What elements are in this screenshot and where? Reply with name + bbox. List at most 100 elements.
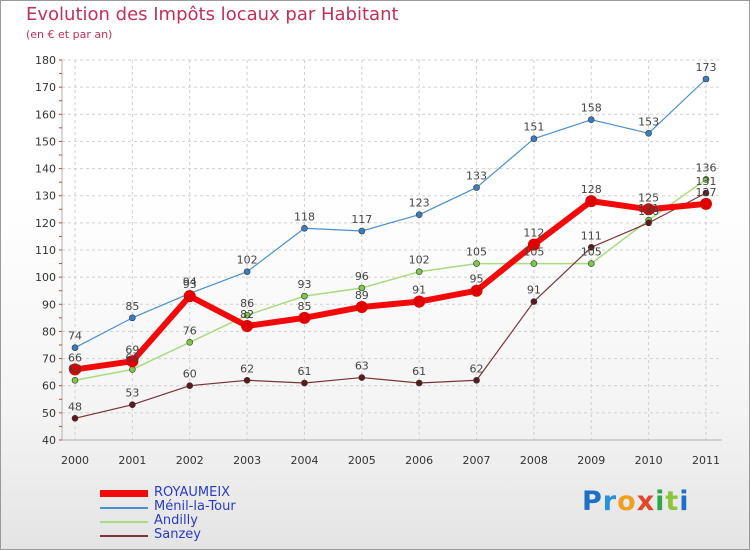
data-label-menil-la-tour: 153 bbox=[638, 115, 659, 128]
x-tick-label: 2004 bbox=[290, 454, 318, 467]
x-tick-label: 2006 bbox=[405, 454, 433, 467]
data-label-sanzey: 91 bbox=[527, 284, 541, 297]
series-line-royaumeix bbox=[72, 198, 709, 373]
y-tick-label: 40 bbox=[42, 434, 56, 447]
chart-subtitle: (en € et par an) bbox=[26, 28, 113, 41]
data-point-menil-la-tour bbox=[645, 129, 652, 137]
y-tick-label: 110 bbox=[35, 244, 56, 257]
series-line-menil-la-tour bbox=[74, 78, 707, 349]
data-point-sanzey bbox=[71, 414, 79, 422]
legend-swatch-andilly bbox=[100, 521, 148, 523]
data-label-menil-la-tour: 123 bbox=[409, 197, 430, 210]
data-label-sanzey: 61 bbox=[297, 365, 311, 378]
data-label-sanzey: 120 bbox=[638, 205, 659, 218]
data-label-andilly: 66 bbox=[125, 351, 139, 364]
y-tick-label: 160 bbox=[35, 108, 56, 121]
data-label-menil-la-tour: 94 bbox=[183, 275, 197, 288]
data-point-sanzey bbox=[358, 374, 366, 381]
y-tick-label: 170 bbox=[35, 81, 56, 94]
data-label-sanzey: 131 bbox=[696, 175, 717, 188]
legend-swatch-menil-la-tour bbox=[100, 507, 148, 509]
data-point-andilly bbox=[71, 376, 79, 384]
legend-label-royaumeix: ROYAUMEIX bbox=[154, 485, 231, 500]
x-tick-label: 2001 bbox=[118, 454, 146, 467]
data-point-menil-la-tour bbox=[358, 227, 366, 235]
data-label-sanzey: 60 bbox=[183, 368, 197, 381]
data-label-royaumeix: 112 bbox=[523, 227, 544, 240]
data-point-menil-la-tour bbox=[702, 75, 710, 83]
data-point-sanzey bbox=[415, 379, 423, 387]
data-point-andilly bbox=[186, 338, 194, 346]
data-label-royaumeix: 85 bbox=[297, 300, 311, 313]
y-tick-label: 60 bbox=[42, 380, 56, 393]
data-label-andilly: 96 bbox=[355, 270, 369, 283]
data-point-menil-la-tour bbox=[129, 314, 136, 322]
data-point-andilly bbox=[358, 284, 366, 292]
legend-swatch-sanzey bbox=[100, 535, 148, 537]
data-point-sanzey bbox=[702, 189, 710, 197]
legend-label-sanzey: Sanzey bbox=[154, 527, 201, 542]
data-point-menil-la-tour bbox=[71, 344, 79, 352]
data-point-andilly bbox=[415, 268, 423, 276]
data-point-andilly bbox=[129, 366, 136, 373]
legend-swatch-royaumeix bbox=[100, 490, 148, 497]
data-point-royaumeix bbox=[126, 355, 139, 368]
y-tick-label: 100 bbox=[35, 271, 56, 284]
data-point-royaumeix bbox=[642, 203, 655, 216]
x-tick-label: 2009 bbox=[577, 454, 605, 467]
data-point-sanzey bbox=[129, 401, 136, 409]
data-label-sanzey: 48 bbox=[68, 400, 82, 413]
y-tick-label: 150 bbox=[35, 135, 56, 148]
data-label-sanzey: 62 bbox=[470, 362, 484, 375]
legend-label-menil-la-tour: Ménil-la-Tour bbox=[154, 499, 236, 514]
data-point-sanzey bbox=[473, 376, 480, 384]
data-point-royaumeix bbox=[413, 295, 426, 308]
data-label-royaumeix: 66 bbox=[68, 351, 82, 364]
data-label-andilly: 93 bbox=[297, 278, 311, 291]
data-label-menil-la-tour: 173 bbox=[696, 61, 717, 74]
data-point-sanzey bbox=[186, 382, 194, 390]
data-point-menil-la-tour bbox=[415, 211, 423, 219]
chart-title: Evolution des Impôts locaux par Habitant bbox=[26, 4, 399, 25]
x-tick-label: 2003 bbox=[233, 454, 261, 467]
data-label-andilly: 62 bbox=[68, 362, 82, 375]
data-label-andilly: 86 bbox=[240, 297, 254, 310]
data-point-menil-la-tour bbox=[473, 184, 480, 191]
data-point-andilly bbox=[530, 260, 538, 267]
data-point-sanzey bbox=[243, 376, 251, 384]
data-label-andilly: 105 bbox=[466, 246, 487, 259]
x-tick-label: 2011 bbox=[692, 454, 720, 467]
data-label-andilly: 76 bbox=[183, 324, 197, 337]
data-label-sanzey: 63 bbox=[355, 360, 369, 373]
x-tick-label: 2008 bbox=[520, 454, 548, 467]
y-tick-label: 130 bbox=[35, 190, 56, 203]
data-point-royaumeix bbox=[183, 290, 196, 303]
data-point-royaumeix bbox=[700, 197, 712, 210]
data-label-royaumeix: 127 bbox=[696, 186, 717, 199]
data-point-royaumeix bbox=[241, 320, 254, 332]
data-label-royaumeix: 69 bbox=[125, 343, 139, 356]
data-label-menil-la-tour: 74 bbox=[68, 330, 82, 343]
series-line-andilly bbox=[74, 178, 707, 382]
y-tick-label: 180 bbox=[35, 54, 56, 67]
data-label-menil-la-tour: 117 bbox=[351, 213, 372, 226]
data-point-menil-la-tour bbox=[243, 268, 251, 276]
data-point-menil-la-tour bbox=[301, 224, 308, 232]
y-tick-label: 90 bbox=[42, 298, 56, 311]
data-point-menil-la-tour bbox=[530, 135, 538, 143]
data-label-royaumeix: 93 bbox=[183, 278, 197, 291]
data-point-andilly bbox=[301, 292, 308, 300]
data-label-menil-la-tour: 118 bbox=[294, 210, 315, 223]
y-tick-label: 120 bbox=[35, 217, 56, 230]
data-point-andilly bbox=[243, 311, 251, 319]
data-point-royaumeix bbox=[69, 363, 81, 376]
data-label-royaumeix: 82 bbox=[240, 308, 254, 321]
y-tick-label: 80 bbox=[42, 325, 56, 338]
x-tick-label: 2002 bbox=[176, 454, 204, 467]
data-point-sanzey bbox=[530, 298, 538, 305]
data-label-andilly: 136 bbox=[696, 161, 717, 174]
data-label-andilly: 105 bbox=[581, 246, 602, 259]
series-line-sanzey bbox=[74, 192, 707, 419]
